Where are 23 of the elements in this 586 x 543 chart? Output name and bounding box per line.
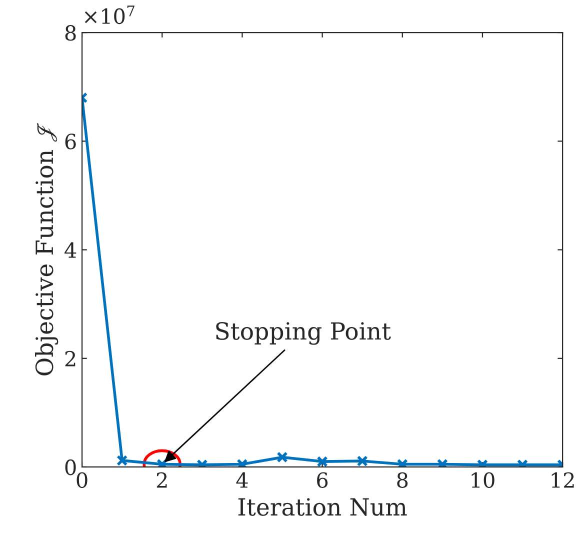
x-tick-label: 12 [552, 472, 574, 488]
y-tick-label: 0 [65, 459, 76, 476]
text: ×10$^{7}$ [84, 6, 134, 24]
point [436, 458, 448, 467]
point [276, 452, 288, 463]
point [116, 454, 128, 466]
point [396, 458, 408, 467]
y-tick-label: 4 [64, 242, 76, 258]
y-tick-label: 6 [65, 134, 76, 150]
point [356, 455, 368, 467]
x-tick-label: 0 [76, 472, 88, 488]
x-tick-label: 8 [397, 472, 408, 488]
x-tick-label: 6 [317, 472, 328, 488]
y-tick-label: 2 [65, 350, 76, 366]
annotation: Stopping Point [216, 322, 391, 345]
point [236, 458, 248, 467]
y-axis-title: Objective Function 𝒥 [34, 123, 58, 376]
y-tick-label: 8 [65, 25, 76, 41]
x-tick-label: 2 [156, 472, 167, 488]
point [316, 456, 328, 467]
x-tick-label: 10 [472, 472, 494, 488]
x-axis-title: Iteration Num [238, 498, 407, 516]
x-tick-label: 4 [236, 472, 248, 488]
